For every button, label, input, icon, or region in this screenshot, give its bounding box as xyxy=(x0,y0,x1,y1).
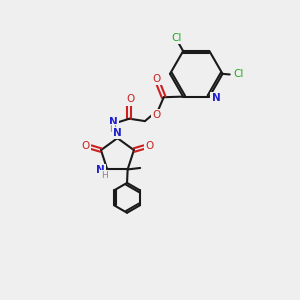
Text: N: N xyxy=(113,128,122,138)
Text: O: O xyxy=(127,94,135,104)
Text: O: O xyxy=(153,74,161,84)
Text: H: H xyxy=(101,171,108,180)
Text: N: N xyxy=(109,117,117,127)
Text: Cl: Cl xyxy=(233,70,243,80)
Text: H: H xyxy=(110,125,116,134)
Text: O: O xyxy=(145,141,154,151)
Text: O: O xyxy=(81,141,90,151)
Text: O: O xyxy=(153,110,161,120)
Text: N: N xyxy=(212,93,220,103)
Text: Cl: Cl xyxy=(171,33,182,43)
Text: N: N xyxy=(96,165,105,175)
